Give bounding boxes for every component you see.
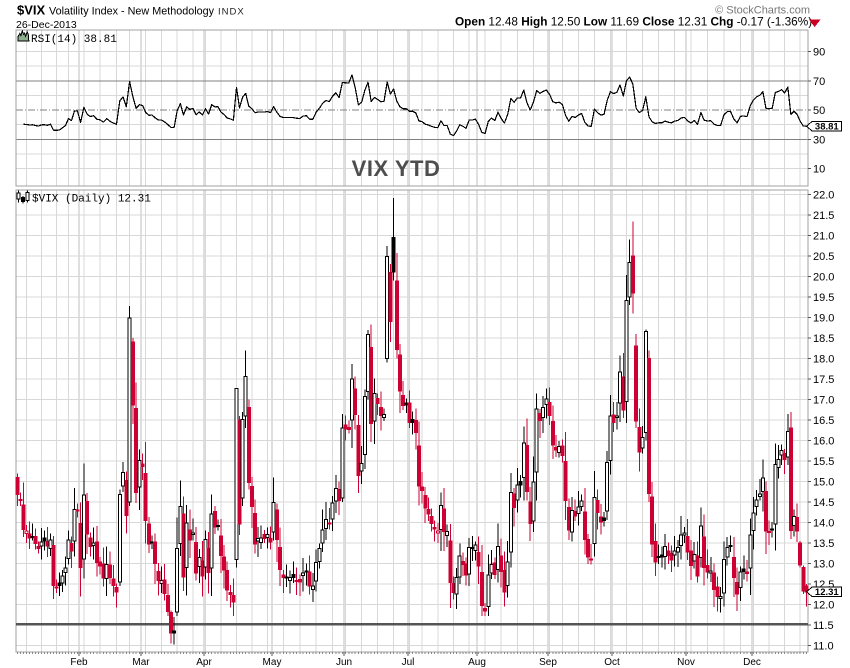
svg-text:11.5: 11.5 [813, 620, 834, 632]
svg-text:90: 90 [813, 47, 825, 59]
svg-text:INDX: INDX [218, 7, 245, 18]
svg-text:14.5: 14.5 [813, 497, 834, 509]
svg-text:21.0: 21.0 [813, 231, 834, 243]
svg-text:20.0: 20.0 [813, 272, 834, 284]
svg-text:12.31: 12.31 [815, 587, 839, 598]
svg-text:16.0: 16.0 [813, 436, 834, 448]
svg-text:26-Dec-2013: 26-Dec-2013 [16, 19, 77, 31]
svg-text:70: 70 [813, 76, 825, 88]
svg-text:21.5: 21.5 [813, 210, 834, 222]
svg-text:22.0: 22.0 [813, 190, 834, 202]
svg-text:10: 10 [813, 164, 825, 176]
svg-text:38.81: 38.81 [815, 122, 839, 133]
svg-text:19.5: 19.5 [813, 292, 834, 304]
svg-text:Open 12.48 High 12.50 Low 11.6: Open 12.48 High 12.50 Low 11.69 Close 12… [455, 15, 812, 29]
svg-text:30: 30 [813, 134, 825, 146]
svg-text:Oct: Oct [604, 657, 620, 668]
svg-text:11.0: 11.0 [813, 641, 834, 653]
svg-text:17.0: 17.0 [813, 395, 834, 407]
svg-text:RSI(14) 38.81: RSI(14) 38.81 [31, 34, 117, 46]
svg-text:16.5: 16.5 [813, 415, 834, 427]
svg-text:20.5: 20.5 [813, 251, 834, 263]
svg-text:13.5: 13.5 [813, 538, 834, 550]
svg-text:$VIX (Daily) 12.31: $VIX (Daily) 12.31 [32, 194, 151, 206]
svg-text:Mar: Mar [132, 657, 150, 668]
svg-text:17.5: 17.5 [813, 374, 834, 386]
svg-text:VIX YTD: VIX YTD [352, 156, 441, 181]
svg-text:13.0: 13.0 [813, 559, 834, 571]
svg-text:15.0: 15.0 [813, 477, 834, 489]
svg-text:50: 50 [813, 105, 825, 117]
svg-text:12.0: 12.0 [813, 600, 834, 612]
svg-text:$VIX: $VIX [17, 3, 46, 18]
svg-text:May: May [263, 657, 282, 668]
svg-text:Nov: Nov [677, 657, 695, 668]
svg-text:15.5: 15.5 [813, 456, 834, 468]
svg-text:Dec: Dec [743, 657, 761, 668]
svg-text:Jul: Jul [402, 657, 415, 668]
svg-text:19.0: 19.0 [813, 313, 834, 325]
svg-text:18.0: 18.0 [813, 354, 834, 366]
svg-text:14.0: 14.0 [813, 518, 834, 530]
svg-text:Sep: Sep [539, 657, 557, 668]
svg-text:Jun: Jun [336, 657, 352, 668]
svg-text:18.5: 18.5 [813, 333, 834, 345]
svg-text:Feb: Feb [70, 657, 88, 668]
svg-text:© StockCharts.com: © StockCharts.com [715, 5, 810, 17]
svg-text:Volatility Index - New Methodo: Volatility Index - New Methodology [49, 6, 215, 18]
svg-text:Apr: Apr [196, 657, 212, 668]
svg-text:Aug: Aug [468, 657, 486, 668]
